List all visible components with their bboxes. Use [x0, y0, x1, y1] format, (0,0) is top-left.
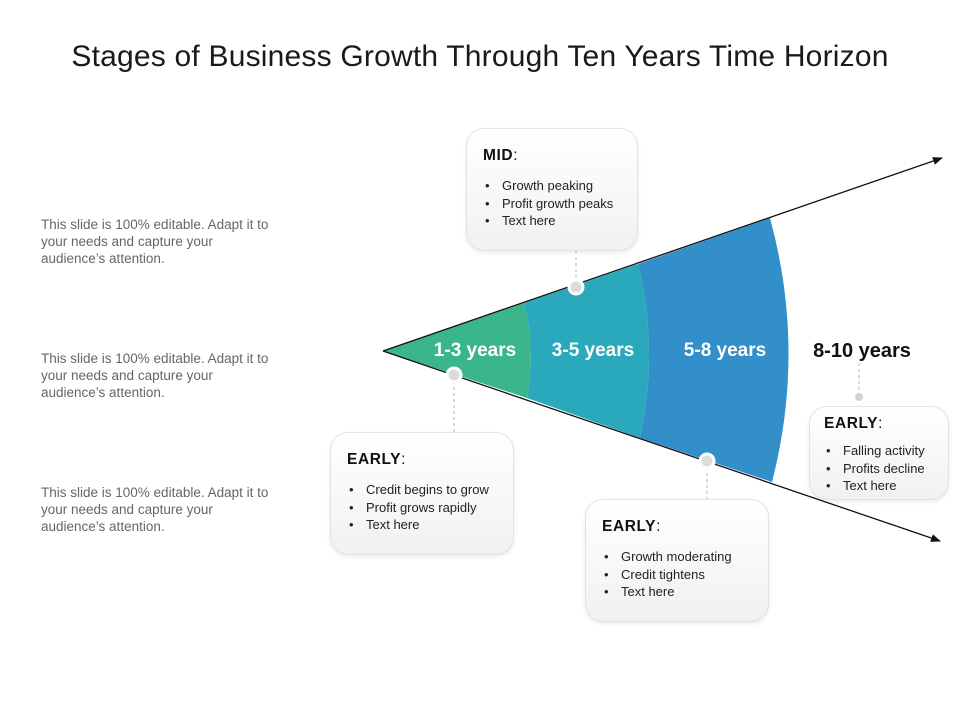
list-item: Growth moderating	[602, 548, 752, 566]
list-item: Text here	[824, 477, 936, 495]
list-item: Text here	[347, 516, 497, 534]
list-item: Profit grows rapidly	[347, 499, 497, 517]
page-title: Stages of Business Growth Through Ten Ye…	[71, 40, 889, 73]
card-mid: MID: Growth peaking Profit growth peaks …	[466, 128, 638, 251]
card-heading: EARLY:	[824, 415, 884, 432]
segment-3-5-years	[524, 264, 650, 438]
list-item: Credit tightens	[602, 566, 752, 584]
card-list: Falling activity Profits decline Text he…	[824, 442, 936, 495]
card-heading: EARLY:	[602, 518, 662, 535]
card-list: Growth peaking Profit growth peaks Text …	[483, 177, 621, 230]
dot-early-3	[855, 393, 863, 401]
stage-label-1: 1-3 years	[434, 340, 516, 361]
dot-mid	[567, 278, 585, 296]
segment-5-8-years	[638, 218, 789, 482]
list-item: Growth peaking	[483, 177, 621, 195]
lower-arrow	[382, 350, 941, 542]
card-list: Growth moderating Credit tightens Text h…	[602, 548, 752, 601]
side-note-1: This slide is 100% editable. Adapt it to…	[41, 217, 269, 266]
list-item: Text here	[602, 583, 752, 601]
list-item: Falling activity	[824, 442, 936, 460]
upper-arrow	[382, 157, 943, 352]
list-item: Text here	[483, 212, 621, 230]
dot-early-1	[445, 366, 463, 384]
segment-1-3-years	[383, 303, 531, 398]
stage-label-4: 8-10 years	[813, 340, 911, 362]
list-item: Profit growth peaks	[483, 195, 621, 213]
card-heading: MID:	[483, 147, 519, 164]
dot-early-2	[698, 452, 716, 470]
card-list: Credit begins to grow Profit grows rapid…	[347, 481, 497, 534]
stage-label-3: 5-8 years	[684, 340, 766, 361]
list-item: Credit begins to grow	[347, 481, 497, 499]
card-early-2: EARLY: Growth moderating Credit tightens…	[585, 499, 769, 622]
card-heading: EARLY:	[347, 451, 407, 468]
list-item: Profits decline	[824, 460, 936, 478]
card-early-3: EARLY: Falling activity Profits decline …	[809, 406, 949, 500]
card-early-1: EARLY: Credit begins to grow Profit grow…	[330, 432, 514, 555]
stage-label-2: 3-5 years	[552, 340, 634, 361]
side-note-2: This slide is 100% editable. Adapt it to…	[41, 351, 269, 400]
side-note-3: This slide is 100% editable. Adapt it to…	[41, 485, 269, 534]
